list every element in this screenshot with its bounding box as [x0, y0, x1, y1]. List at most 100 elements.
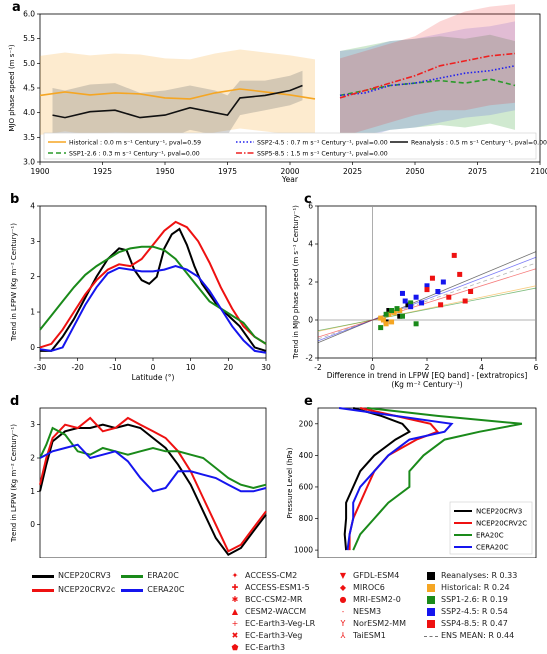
regression-line	[317, 262, 537, 340]
legend-label: MRI-ESM2-0	[353, 595, 401, 604]
x-tick-label: 2000	[280, 167, 299, 176]
legend-label: EC-Earth3	[245, 643, 286, 652]
x-tick-label: 1975	[218, 167, 237, 176]
legend-label: GFDL-ESM4	[353, 571, 400, 580]
legend-label: ERA20C	[147, 571, 179, 580]
y-tick-label: 5.0	[23, 59, 35, 68]
scatter-point	[451, 252, 457, 258]
x-tick-label: 2075	[468, 167, 487, 176]
marker-icon: ✦	[231, 571, 239, 580]
legend-entry: ⅄ TaiESM1	[336, 630, 416, 642]
x-tick-label: -20	[72, 363, 84, 372]
y-tick-label: 2	[308, 278, 313, 287]
y-axis-label: Trend in LFPW (Kg m⁻² Century⁻¹)	[10, 424, 18, 543]
legend-entry: ● MRI-ESM2-0	[336, 594, 416, 606]
legend-swatch	[424, 635, 438, 637]
y-axis-label: MJO phase speed (m s⁻¹)	[8, 44, 16, 131]
legend-label: ACCESS-CM2	[245, 571, 298, 580]
x-tick-label: 1925	[93, 167, 112, 176]
legend-swatch	[427, 608, 435, 616]
panel-letter: d	[10, 394, 19, 409]
series-line	[52, 84, 303, 119]
legend-label: ERA20C	[476, 532, 504, 540]
marker-icon: ▲	[231, 607, 239, 616]
uncertainty-band	[340, 4, 515, 138]
legend-label: Historical : 0.0 m s⁻¹ Century⁻¹, pval=0…	[69, 140, 201, 147]
scatter-point	[383, 311, 389, 317]
x-tick-label: 2025	[343, 167, 362, 176]
legend-entry: ◆ MIROC6	[336, 582, 416, 594]
x-tick-label: 2050	[405, 167, 424, 176]
marker-icon: ✱	[231, 595, 239, 604]
legend-entry: ˗ NESM3	[336, 606, 416, 618]
y-tick-label: 6.0	[23, 10, 35, 19]
scatter-point	[457, 271, 463, 277]
legend-label: Reanalyses: R 0.33	[441, 571, 518, 580]
legend-label: EC-Earth3-Veg	[245, 631, 303, 640]
scatter-point	[468, 289, 474, 294]
model-legend-1: ✦ ACCESS-CM2 ✚ ACCESS-ESM1-5 ✱ BCC-CSM2-MR ▲ CE…	[228, 570, 318, 654]
series-line	[39, 426, 267, 490]
scatter-point	[378, 325, 384, 331]
x-tick-label: -30	[34, 363, 46, 372]
legend-label: SSP2-4.5 : 0.7 m s⁻¹ Century⁻¹, pval=0.0…	[257, 140, 388, 147]
series-line	[39, 265, 267, 354]
x-tick-label: 30	[261, 363, 271, 372]
legend-entry: Historical: R 0.24	[424, 582, 542, 594]
scatter-point	[440, 279, 446, 285]
marker-icon: ˗	[341, 607, 345, 616]
panel-letter: a	[12, 0, 21, 15]
legend-label: MIROC6	[353, 583, 385, 592]
legend-entry: ▲ CESM2-WACCM	[228, 606, 318, 618]
marker-icon: Y	[340, 619, 346, 628]
legend-swatch	[32, 574, 54, 578]
scatter-point	[399, 290, 405, 296]
x-axis-label: Latitude (°)	[132, 373, 175, 382]
marker-icon: ⅄	[340, 631, 346, 640]
legend-label: CERA20C	[476, 544, 509, 552]
legend-entry: Y NorESM2-MM	[336, 618, 416, 630]
group-legend: Reanalyses: R 0.33 Historical: R 0.24 SSP1…	[424, 570, 542, 642]
legend-entry: ▼ GFDL-ESM4	[336, 570, 416, 582]
uncertainty-band	[340, 34, 515, 140]
legend-label: SSP5-8.5 : 1.5 m s⁻¹ Century⁻¹, pval=0.0…	[257, 151, 388, 158]
legend-label: ACCESS-ESM1-5	[245, 583, 310, 592]
panel-letter: e	[304, 394, 313, 409]
scatter-point	[386, 308, 392, 313]
uncertainty-band	[340, 21, 515, 140]
y-axis-label: Pressure Level (hPa)	[286, 447, 294, 518]
y-tick-label: 5.5	[23, 34, 35, 43]
dataset-legend: NCEP20CRV3 ERA20C NCEP20CRV2c CERA20C	[32, 570, 184, 596]
legend-label: NCEP20CRV2c	[58, 585, 116, 594]
x-tick-label: 0	[151, 363, 156, 372]
legend-label: NCEP20CRV3	[476, 508, 522, 516]
y-tick-label: 1	[30, 487, 35, 496]
scatter-point	[386, 311, 392, 317]
plot-frame	[317, 407, 537, 558]
legend-entry: CERA20C	[121, 584, 184, 596]
scatter-point	[389, 319, 395, 325]
plot-frame	[39, 205, 267, 359]
scatter-point	[391, 309, 397, 315]
marker-icon: +	[231, 619, 239, 628]
legend-swatch	[427, 596, 435, 604]
legend-label: NCEP20CRV3	[58, 571, 111, 580]
y-tick-label: 1000	[294, 546, 313, 555]
scatter-point	[413, 294, 419, 300]
legend-label: SSP2-4.5: R 0.54	[441, 607, 508, 616]
legend-entry: SSP4-8.5: R 0.47	[424, 618, 542, 630]
marker-icon: ▼	[339, 571, 347, 580]
series-line	[39, 416, 267, 553]
x-tick-label: 10	[186, 363, 196, 372]
marker-icon: ✖	[231, 631, 239, 640]
legend-swatch	[427, 572, 435, 580]
y-tick-label: 400	[299, 451, 314, 460]
legend-entry: ERA20C	[121, 570, 184, 582]
y-tick-label: 200	[299, 419, 314, 428]
scatter-point	[389, 308, 395, 313]
panel-letter: b	[10, 192, 19, 207]
panel-a-legend: Historical : 0.0 m s⁻¹ Century⁻¹, pval=0…	[43, 132, 547, 160]
legend-entry: + EC-Earth3-Veg-LR	[228, 618, 318, 630]
scatter-point	[462, 298, 468, 304]
series-line	[339, 65, 516, 97]
